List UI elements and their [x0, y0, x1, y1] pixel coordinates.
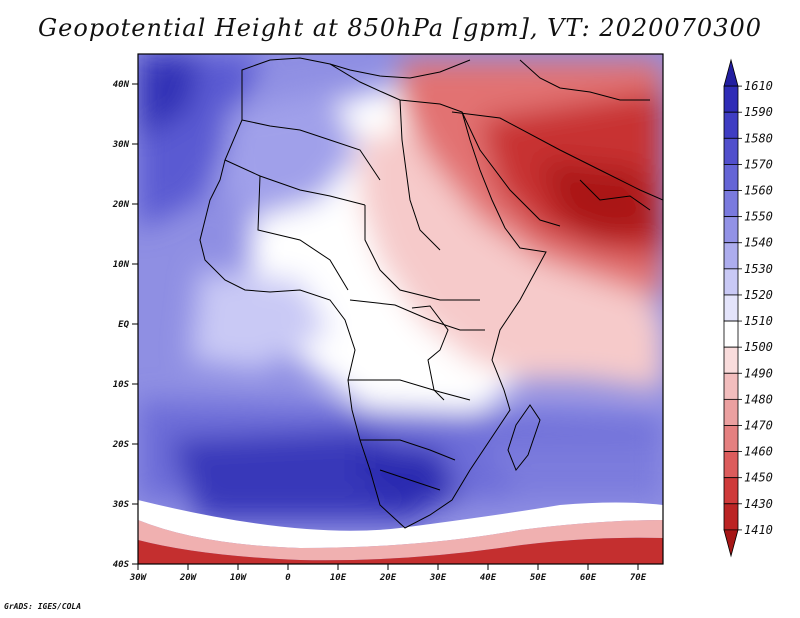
- colorbar-swatch: [723, 503, 739, 531]
- y-tick-label: EQ: [118, 320, 129, 330]
- colorbar-swatch: [723, 425, 739, 452]
- x-tick-label: 50E: [530, 573, 547, 583]
- colorbar-swatch: [723, 190, 739, 218]
- colorbar-label: 1430: [744, 497, 773, 511]
- colorbar-label: 1460: [744, 445, 773, 459]
- y-tick-label: 30S: [112, 500, 130, 510]
- y-tick-label: 40N: [113, 80, 130, 90]
- y-tick-label: 20S: [112, 440, 130, 450]
- y-tick-label: 30N: [112, 140, 130, 150]
- x-tick-label: 40E: [480, 573, 497, 583]
- colorbar-label: 1470: [744, 418, 773, 432]
- colorbar-swatch: [723, 477, 739, 505]
- colorbar-swatch: [723, 294, 739, 322]
- y-tick-label: 10S: [113, 380, 130, 390]
- y-axis-labels: 40N 30N 20N 10N EQ 10S 20S 30S 40S: [112, 80, 130, 570]
- y-tick-label: 20N: [112, 200, 130, 210]
- x-tick-label: 10W: [230, 573, 248, 583]
- colorbar-swatch: [723, 164, 739, 191]
- x-tick-label: 10E: [330, 573, 347, 583]
- colorbar: 1610 1590 1580 1570 1560 1550 1540 1530 1520 1510…: [723, 58, 773, 558]
- colorbar-label: 1490: [744, 366, 773, 380]
- x-tick-label: 30W: [129, 573, 148, 583]
- colorbar-swatch: [723, 346, 739, 374]
- height-field: [138, 54, 663, 564]
- y-tick-label: 10N: [113, 260, 130, 270]
- x-axis-labels: 30W 20W 10W 0 10E 20E 30E 40E 50E 60E 70…: [129, 573, 647, 583]
- colorbar-label: 1540: [744, 236, 773, 250]
- colorbar-swatch: [723, 58, 739, 87]
- colorbar-label: 1580: [744, 131, 773, 145]
- colorbar-label: 1530: [744, 262, 773, 276]
- colorbar-label: 1510: [744, 314, 773, 328]
- colorbar-swatch: [723, 451, 739, 479]
- y-tick-label: 40S: [113, 560, 130, 570]
- colorbar-swatch: [723, 111, 739, 139]
- x-tick-label: 30E: [429, 573, 447, 583]
- x-tick-label: 60E: [580, 573, 597, 583]
- colorbar-swatch: [723, 242, 739, 270]
- colorbar-label: 1520: [744, 288, 773, 302]
- colorbar-label: 1500: [744, 340, 773, 354]
- colorbar-label: 1450: [744, 471, 773, 485]
- colorbar-label: 1410: [744, 523, 773, 537]
- colorbar-swatch: [723, 529, 739, 558]
- plot-frame: [137, 53, 664, 565]
- coastlines: [199, 57, 663, 529]
- colorbar-swatch: [723, 372, 739, 400]
- x-tick-label: 20W: [179, 573, 198, 583]
- colorbar-label: 1480: [744, 392, 773, 406]
- colorbar-label: 1570: [744, 157, 773, 171]
- colorbar-label: 1560: [744, 184, 773, 198]
- colorbar-label: 1610: [744, 79, 773, 93]
- map-title: Geopotential Height at 850hPa [gpm], VT:…: [38, 14, 762, 42]
- x-tick-label: 70E: [630, 573, 647, 583]
- colorbar-label: 1550: [744, 210, 773, 224]
- colorbar-swatch: [723, 268, 739, 296]
- colorbar-swatch: [723, 216, 739, 244]
- colorbar-swatch: [723, 85, 739, 113]
- axis-ticks: [132, 83, 639, 570]
- colorbar-swatch: [723, 137, 739, 165]
- colorbar-swatch: [723, 320, 739, 348]
- colorbar-swatch: [723, 398, 739, 426]
- x-tick-label: 20E: [379, 573, 397, 583]
- grads-credit: GrADS: IGES/COLA: [4, 602, 82, 611]
- x-tick-label: 0: [285, 573, 291, 583]
- colorbar-label: 1590: [744, 105, 773, 119]
